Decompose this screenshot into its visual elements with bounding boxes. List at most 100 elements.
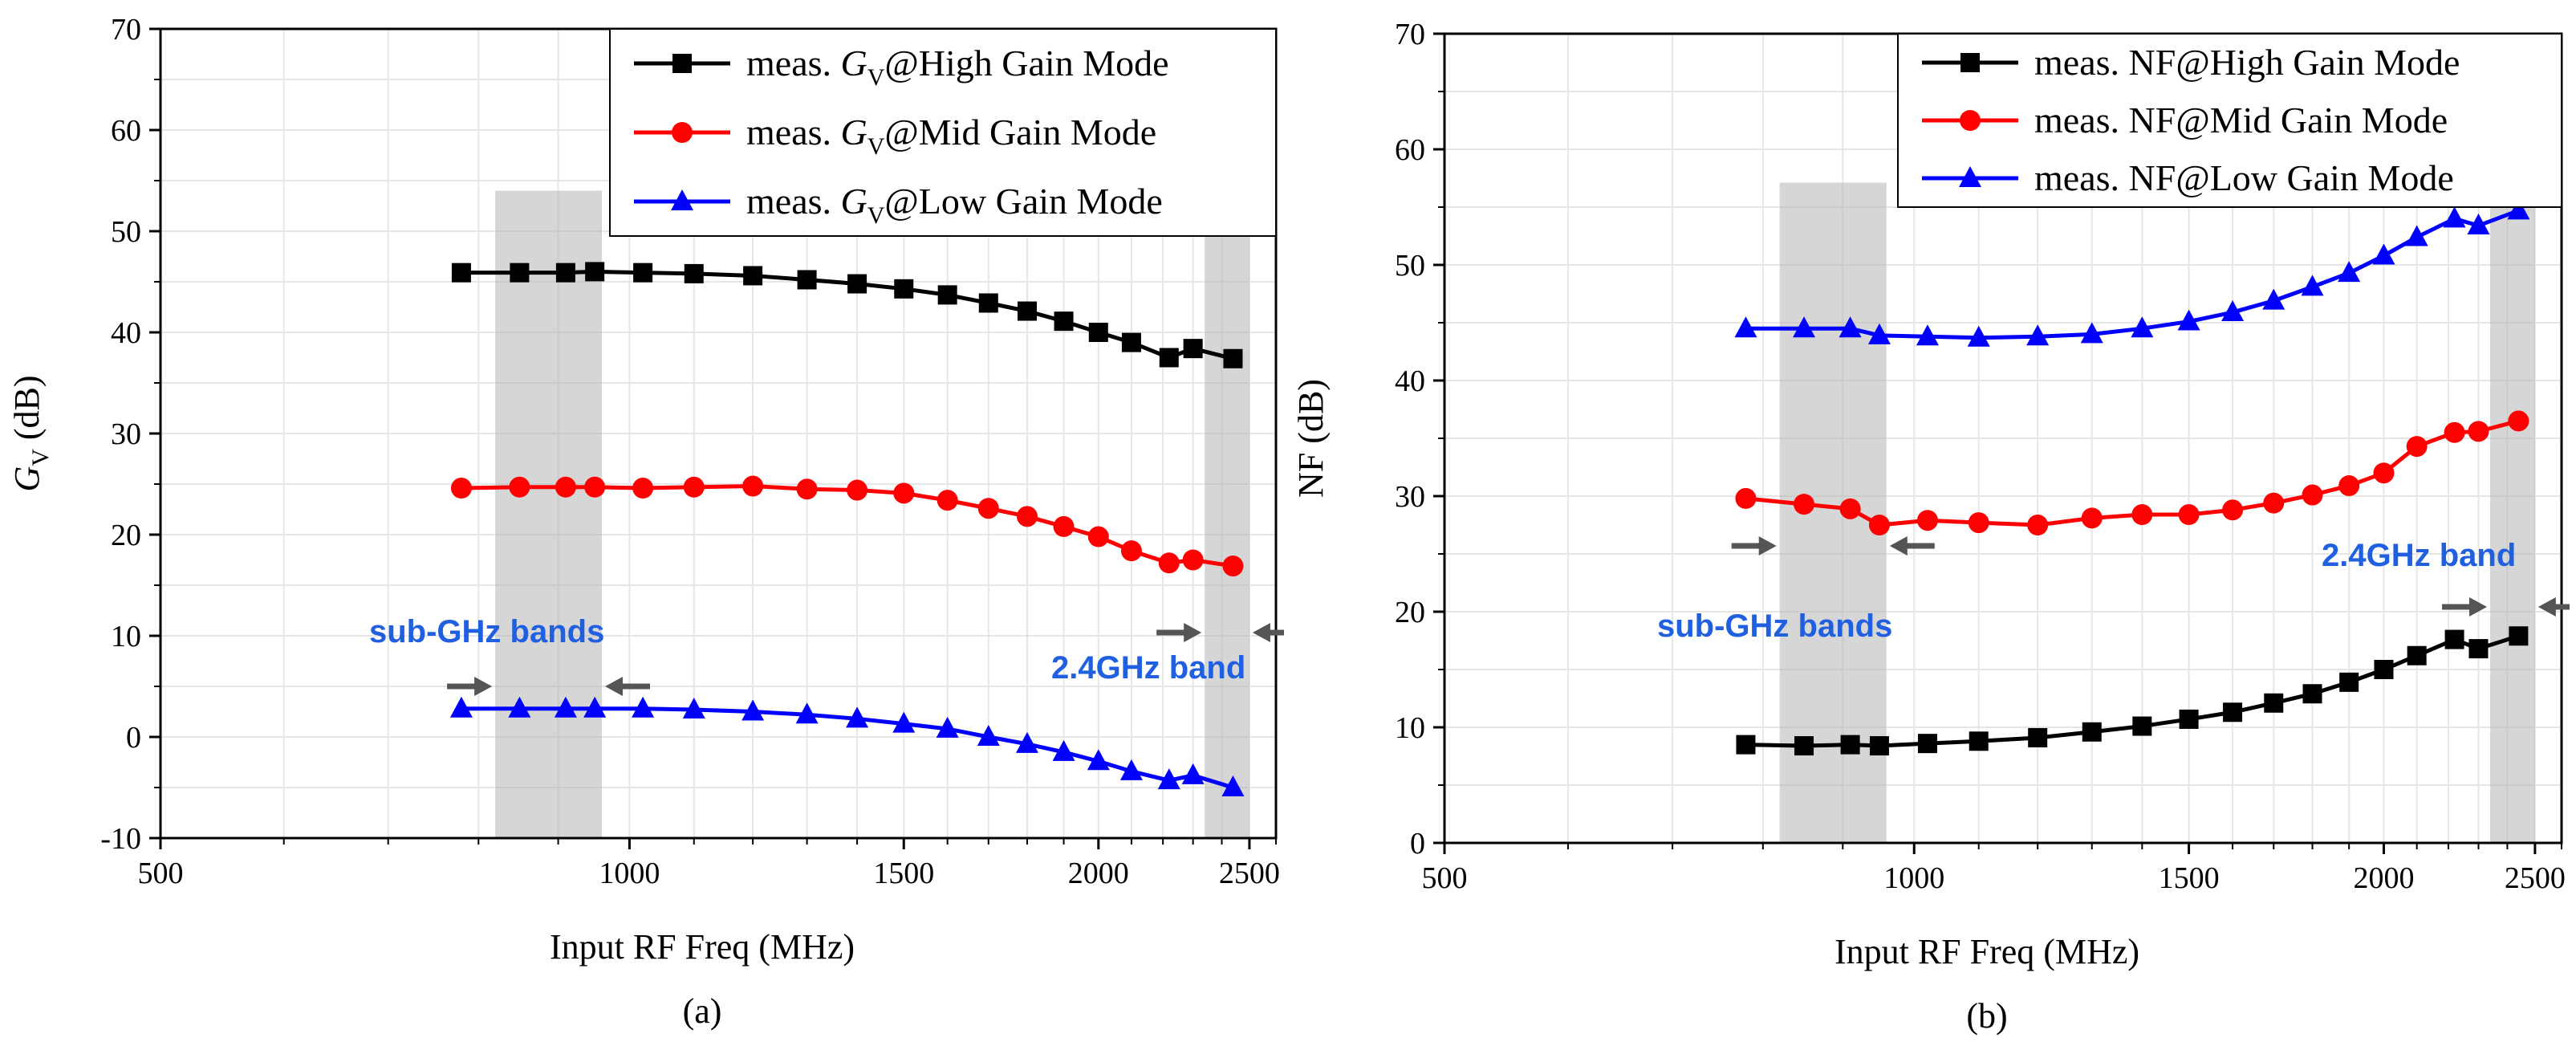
data-point (893, 482, 915, 504)
data-point (2263, 492, 2285, 514)
data-point (554, 696, 577, 718)
data-point (2467, 214, 2490, 235)
y-label-sub: V (27, 449, 54, 466)
chart-panel-b: 0 10 20 30 40 50 60 70 500 1000 1500 2000 2500 Input … (1291, 18, 2570, 1036)
band-arrow-head (1252, 623, 1270, 642)
data-point (2131, 504, 2153, 526)
data-point (683, 476, 705, 498)
legend-prefix: meas. (2034, 157, 2129, 198)
data-point (796, 478, 818, 500)
data-point (684, 263, 704, 283)
legend-suffix: @High Gain Mode (2176, 42, 2460, 83)
legend-main: G (841, 43, 867, 83)
data-point (2302, 684, 2322, 704)
data-point (2508, 410, 2529, 432)
data-point (2221, 300, 2245, 322)
data-point (2374, 660, 2394, 679)
data-point (1967, 325, 1990, 347)
data-point (2338, 475, 2360, 497)
data-point (743, 266, 763, 286)
data-point (1840, 735, 1860, 755)
data-point (795, 702, 819, 724)
legend-marker-triangle (671, 189, 693, 210)
legend-label: meas. GV@Low Gain Mode (746, 181, 1163, 229)
y-label-main: NF (1291, 453, 1331, 498)
band-arrow-head (1184, 623, 1202, 642)
y-tick-label: -10 (100, 822, 141, 856)
y-tick-label: 10 (111, 620, 141, 653)
legend-main: G (841, 181, 867, 222)
data-point (2028, 727, 2048, 747)
data-point (977, 725, 1000, 746)
data-point (1182, 549, 1204, 571)
legend-label: meas. NF@High Gain Mode (2034, 42, 2460, 83)
data-point (846, 706, 869, 728)
data-point (892, 711, 916, 733)
shaded-band (1205, 190, 1249, 838)
data-point (1867, 323, 1891, 344)
y-tick-label: 50 (111, 215, 141, 249)
data-point (2406, 436, 2428, 458)
y-tick-label: 40 (1395, 364, 1425, 398)
y-axis-label: NF (dB) (1291, 379, 1331, 498)
legend-marker-circle (1960, 110, 1981, 131)
data-point (2407, 645, 2427, 665)
x-tick-label: 2500 (2505, 861, 2566, 895)
y-tick-label: 10 (1395, 711, 1425, 745)
data-point (1054, 311, 1074, 332)
data-point (2132, 716, 2152, 736)
x-axis-label: Input RF Freq (MHz) (1834, 932, 2139, 971)
data-point (1916, 510, 1938, 531)
legend-label: meas. GV@High Gain Mode (746, 43, 1169, 91)
legend-sub: V (867, 202, 885, 229)
data-point (2026, 324, 2050, 346)
data-point (2444, 629, 2464, 649)
data-point (2443, 206, 2466, 228)
data-point (1087, 526, 1109, 547)
shaded-band (1779, 182, 1887, 843)
data-point (2131, 316, 2154, 338)
data-point (555, 476, 576, 498)
data-point (1794, 494, 1815, 515)
y-tick-label: 20 (111, 519, 141, 552)
data-point (2264, 693, 2284, 713)
data-point (1793, 316, 1816, 338)
data-point (451, 263, 471, 283)
legend-suffix: @Low Gain Mode (884, 181, 1162, 222)
data-point (847, 479, 868, 501)
data-point (1735, 487, 1757, 509)
data-point (1087, 749, 1110, 771)
data-point (450, 478, 472, 499)
legend-prefix: meas. (2034, 100, 2129, 140)
band-arrow-head (2537, 597, 2556, 617)
x-tick-label: 1500 (2159, 861, 2220, 895)
x-tick-label: 1500 (873, 857, 934, 890)
x-tick-label: 1000 (599, 857, 660, 890)
data-point (2178, 504, 2200, 526)
legend-label: meas. NF@Low Gain Mode (2034, 157, 2454, 198)
legend-marker-square (672, 54, 692, 73)
data-point (2223, 702, 2243, 722)
annotation-2-4ghz: 2.4GHz band (2322, 538, 2516, 573)
data-point (2222, 499, 2244, 521)
legend-prefix: meas. (746, 43, 841, 83)
data-point (682, 697, 705, 718)
data-point (583, 696, 607, 718)
data-point (633, 263, 653, 283)
y-tick-label: 60 (111, 114, 141, 148)
shaded-band (2490, 182, 2535, 843)
y-label-main: G (7, 466, 47, 492)
y-tick-label: 40 (111, 316, 141, 350)
band-arrow-head (1889, 536, 1908, 556)
y-tick-label: 50 (1395, 249, 1425, 283)
y-tick-label: 70 (1395, 18, 1425, 51)
data-point (1839, 316, 1862, 338)
legend-prefix: meas. (2034, 42, 2129, 83)
data-point (1736, 735, 1756, 755)
data-point (2405, 225, 2428, 246)
data-point (1158, 552, 1180, 574)
data-point (2339, 672, 2359, 692)
data-point (797, 270, 817, 290)
band-arrow-head (474, 677, 493, 696)
